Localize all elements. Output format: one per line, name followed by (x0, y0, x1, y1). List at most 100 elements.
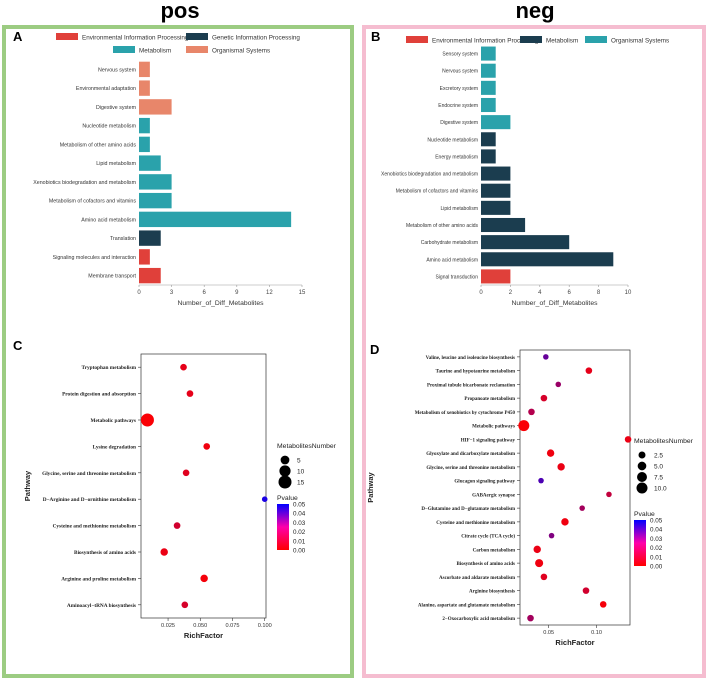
size-legend-circle-D (637, 472, 647, 482)
size-legend-label-D: 5.0 (654, 464, 663, 471)
category-label-B: Xenobiotics biodegradation and metabolis… (381, 172, 478, 178)
x-tick-label-B: 10 (625, 290, 632, 296)
bubble-D (535, 559, 544, 568)
bubble-D (540, 394, 548, 402)
pathway-label-D: Propanoate metabolism (464, 397, 515, 402)
panel-label-D: D (370, 342, 379, 357)
color-legend-title-C: Pvalue (277, 495, 298, 502)
legend-label-B: Environmental Information Processing (432, 38, 539, 45)
bubble-C (181, 601, 189, 609)
color-legend-label-C: 0.02 (293, 529, 306, 536)
category-label-A: Nervous system (98, 67, 137, 73)
category-label-B: Amino acid metabolism (426, 257, 478, 263)
bar-A (139, 136, 150, 153)
category-label-B: Nucleotide metabolism (427, 137, 478, 143)
bar-A (139, 61, 150, 78)
size-legend-label-D: 2.5 (654, 453, 663, 460)
x-tick-label-B: 2 (509, 290, 513, 296)
color-legend-label-C: 0.04 (293, 511, 306, 518)
bar-B (481, 217, 526, 233)
pathway-label-D: Alanine, aspartate and glutamate metabol… (418, 603, 516, 608)
bar-B (481, 166, 511, 181)
category-label-B: Metabolism of cofactors and vitamins (396, 189, 479, 195)
category-label-A: Digestive system (96, 105, 137, 111)
legend-label-B: Metabolism (546, 38, 578, 45)
pathway-label-D: Metabolism of xenobiotics by cytochrome … (415, 411, 516, 416)
category-label-A: Xenobiotics biodegradation and metabolis… (33, 180, 136, 186)
category-label-B: Sensory system (442, 52, 478, 58)
pathway-label-D: 2−Oxocarboxylic acid metabolism (442, 617, 515, 622)
neg-panel-title: neg (515, 0, 555, 23)
size-legend-title-D: MetabolitesNumber (634, 438, 694, 445)
pathway-label-D: Proximal tubule bicarbonate reclamation (427, 383, 515, 388)
legend-label-A: Environmental Information Processing (82, 35, 189, 42)
bubble-D (585, 367, 593, 374)
pathway-label-D: Cysteine and methionine metabolism (436, 521, 516, 526)
size-legend-circle-C (280, 455, 290, 465)
pos-panel-title: pos (160, 0, 200, 23)
y-axis-title-C: Pathway (23, 470, 32, 501)
category-label-A: Nucleotide metabolism (82, 124, 136, 130)
pathway-label-D: Carbon metabolism (473, 548, 516, 553)
category-label-A: Membrane transport (88, 274, 136, 280)
x-tick-label-C: 0.025 (161, 623, 175, 629)
bubble-C (261, 496, 268, 502)
pathway-label-C: Glycine, serine and threonine metabolism (42, 471, 137, 477)
bubble-C (203, 443, 211, 450)
legend-label-A: Organismal Systems (212, 48, 270, 55)
category-label-B: Signal transduction (435, 274, 478, 280)
pathway-label-C: Tryptophan metabolism (82, 365, 137, 371)
color-legend-label-D: 0.03 (650, 536, 663, 543)
x-tick-label-A: 15 (299, 290, 306, 296)
panel-label-C: C (13, 338, 23, 353)
x-tick-label-B: 0 (479, 290, 483, 296)
category-label-A: Amino acid metabolism (81, 217, 136, 223)
category-label-B: Energy metabolism (435, 154, 478, 160)
category-label-B: Metabolism of other amino acids (406, 223, 478, 229)
pathway-label-C: Cysteine and methionine metabolism (53, 524, 137, 530)
color-legend-label-D: 0.02 (650, 545, 663, 552)
bubble-C (186, 390, 194, 397)
color-legend-label-C: 0.00 (293, 548, 306, 555)
bar-A (139, 155, 161, 171)
category-label-B: Excretory system (440, 86, 478, 92)
color-legend-label-D: 0.00 (650, 564, 663, 571)
bar-A (139, 99, 172, 115)
bubble-C (200, 574, 208, 583)
bubble-D (528, 408, 535, 416)
pathway-label-D: GABAergic synapse (472, 493, 516, 498)
legend-label-A: Genetic Information Processing (212, 35, 300, 42)
bubble-C (140, 413, 154, 427)
bubble-D (624, 436, 632, 443)
bubble-C (180, 363, 187, 371)
x-tick-label-D: 0.10 (591, 630, 602, 636)
color-legend-label-C: 0.01 (293, 538, 306, 545)
bubble-D (579, 505, 585, 511)
x-tick-label-D: 0.05 (543, 630, 554, 636)
bar-B (481, 132, 496, 147)
pathway-label-D: Glucagon signaling pathway (454, 480, 515, 485)
x-axis-title-B: Number_of_Diff_Metabolites (511, 300, 598, 307)
bubble-D (546, 449, 555, 457)
size-legend-label-C: 10 (297, 469, 305, 476)
color-legend-label-D: 0.01 (650, 554, 663, 561)
bubble-D (543, 354, 549, 360)
bubble-C (173, 522, 181, 529)
pathway-label-C: Metabolic pathways (91, 418, 136, 424)
size-legend-label-C: 15 (297, 480, 305, 487)
category-label-A: Environmental adaptation (76, 86, 136, 92)
pathway-label-D: Taurine and hypotaurine metabolism (436, 370, 516, 375)
color-legend-title-D: Pvalue (634, 511, 655, 518)
bar-A (139, 80, 150, 96)
category-label-A: Signaling molecules and interaction (53, 255, 136, 261)
category-label-B: Carbohydrate metabolism (421, 240, 478, 246)
bar-A (139, 230, 161, 246)
x-axis-title-C: RichFactor (184, 631, 223, 640)
x-axis-title-A: Number_of_Diff_Metabolites (177, 300, 264, 307)
bubble-D (538, 477, 544, 484)
legend-swatch-B (406, 36, 428, 43)
legend-swatch-A (113, 46, 135, 53)
bar-A (139, 174, 172, 190)
bar-B (481, 183, 511, 198)
